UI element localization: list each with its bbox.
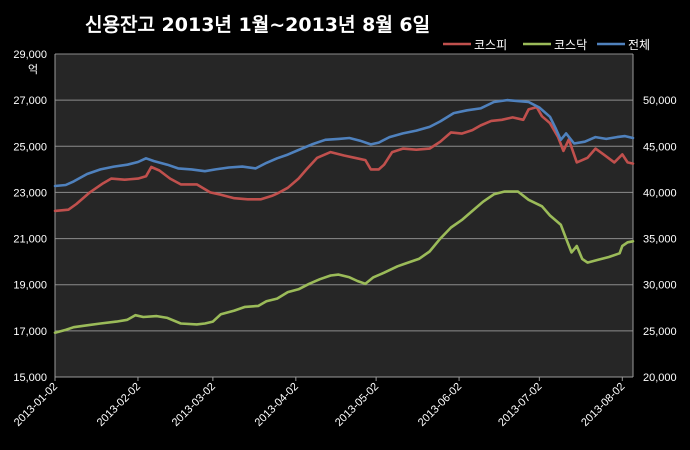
x-tick-label: 2013-01-02 bbox=[12, 381, 60, 429]
plot-area bbox=[55, 54, 633, 377]
series-line-2 bbox=[53, 190, 635, 335]
chart-title: 신용잔고 2013년 1월~2013년 8월 6일 bbox=[85, 14, 430, 36]
right-y-axis: 20,000 25,000 30,000 35,000 40,000 45,000 50,0… bbox=[643, 95, 677, 384]
left-tick-label: 19,000 bbox=[13, 280, 47, 292]
left-tick-label: 15,000 bbox=[13, 372, 47, 384]
series-line-1 bbox=[53, 105, 635, 213]
left-y-axis: 억 15,000 17,000 19,000 21,000 23,000 25,000 27… bbox=[13, 49, 47, 384]
x-tick-label: 2013-04-02 bbox=[253, 381, 301, 429]
legend-label: 전체 bbox=[628, 38, 650, 52]
right-tick-label: 40,000 bbox=[643, 187, 677, 199]
left-tick-label: 25,000 bbox=[13, 141, 47, 153]
x-axis: 2013-01-02 2013-02-02 2013-03-02 2013-04-02… bbox=[12, 377, 627, 429]
left-tick-label: 29,000 bbox=[13, 49, 47, 61]
legend-label: 코스피 bbox=[474, 38, 507, 52]
left-tick-label: 23,000 bbox=[13, 187, 47, 199]
legend-label: 코스닥 bbox=[554, 38, 587, 52]
x-tick-label: 2013-06-02 bbox=[416, 381, 464, 429]
x-tick-label: 2013-07-02 bbox=[496, 381, 544, 429]
right-tick-label: 25,000 bbox=[643, 326, 677, 338]
right-tick-label: 30,000 bbox=[643, 280, 677, 292]
series-line-3 bbox=[53, 98, 635, 188]
legend: 코스피 코스닥 전체 bbox=[443, 38, 650, 52]
right-tick-label: 35,000 bbox=[643, 234, 677, 246]
x-tick-label: 2013-08-02 bbox=[579, 381, 627, 429]
right-tick-label: 50,000 bbox=[643, 95, 677, 107]
x-tick-label: 2013-03-02 bbox=[170, 381, 218, 429]
x-tick-label: 2013-05-02 bbox=[333, 381, 381, 429]
left-axis-unit: 억 bbox=[28, 63, 38, 76]
left-tick-label: 17,000 bbox=[13, 326, 47, 338]
left-tick-label: 21,000 bbox=[13, 234, 47, 246]
right-tick-label: 45,000 bbox=[643, 141, 677, 153]
right-tick-label: 20,000 bbox=[643, 372, 677, 384]
left-tick-label: 27,000 bbox=[13, 95, 47, 107]
gridlines bbox=[54, 53, 634, 378]
x-tick-label: 2013-02-02 bbox=[95, 381, 143, 429]
series-lines bbox=[53, 98, 635, 335]
